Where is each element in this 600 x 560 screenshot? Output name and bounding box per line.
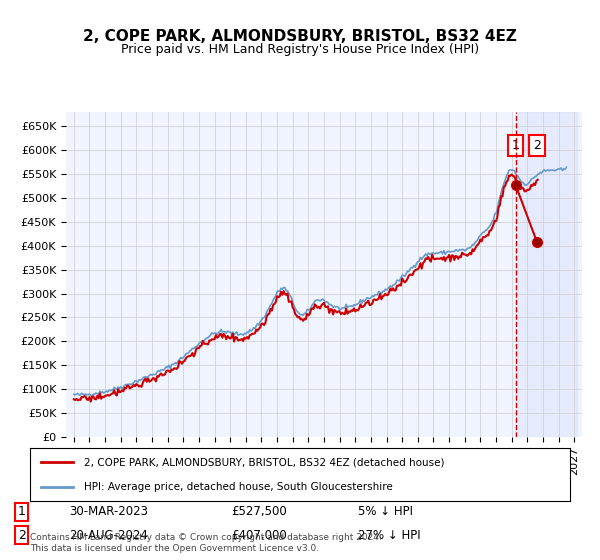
Text: 2, COPE PARK, ALMONDSBURY, BRISTOL, BS32 4EZ: 2, COPE PARK, ALMONDSBURY, BRISTOL, BS32… bbox=[83, 29, 517, 44]
Text: 20-AUG-2024: 20-AUG-2024 bbox=[70, 529, 148, 542]
Text: 30-MAR-2023: 30-MAR-2023 bbox=[70, 505, 149, 518]
Text: 1: 1 bbox=[18, 505, 26, 518]
Text: 2: 2 bbox=[533, 139, 541, 152]
Text: Price paid vs. HM Land Registry's House Price Index (HPI): Price paid vs. HM Land Registry's House … bbox=[121, 43, 479, 56]
Text: £527,500: £527,500 bbox=[231, 505, 287, 518]
Text: HPI: Average price, detached house, South Gloucestershire: HPI: Average price, detached house, Sout… bbox=[84, 482, 393, 492]
Text: 2: 2 bbox=[18, 529, 26, 542]
Text: Contains HM Land Registry data © Crown copyright and database right 2024.
This d: Contains HM Land Registry data © Crown c… bbox=[30, 533, 382, 553]
Text: 27% ↓ HPI: 27% ↓ HPI bbox=[358, 529, 420, 542]
Text: 5% ↓ HPI: 5% ↓ HPI bbox=[358, 505, 413, 518]
Text: £407,000: £407,000 bbox=[231, 529, 287, 542]
Bar bbox=[515, 112, 577, 437]
Bar bbox=[515, 112, 577, 437]
Text: 2, COPE PARK, ALMONDSBURY, BRISTOL, BS32 4EZ (detached house): 2, COPE PARK, ALMONDSBURY, BRISTOL, BS32… bbox=[84, 458, 445, 468]
Text: 1: 1 bbox=[512, 139, 520, 152]
